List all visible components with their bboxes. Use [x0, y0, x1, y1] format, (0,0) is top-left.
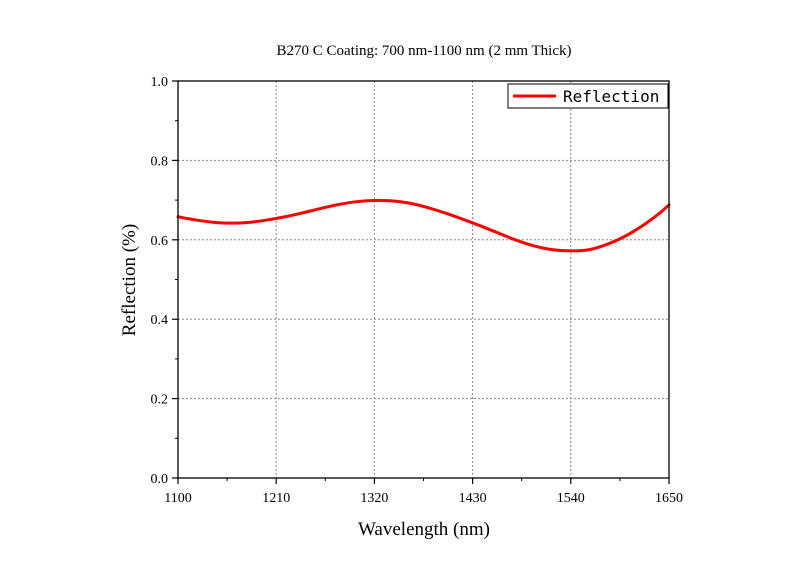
legend-label: Reflection — [563, 87, 659, 106]
legend: Reflection — [507, 83, 669, 109]
series-layer — [176, 198, 671, 253]
y-tick-label: 0.0 — [151, 472, 169, 487]
grid-lines — [178, 81, 669, 478]
x-tick-label: 1210 — [262, 491, 290, 506]
x-tick-label: 1430 — [459, 491, 487, 506]
x-axis-label: Wavelength (nm) — [358, 519, 490, 540]
series-line-reflection — [176, 198, 671, 253]
x-tick-label: 1320 — [360, 491, 388, 506]
plot-frame — [177, 80, 670, 479]
y-tick-label: 0.4 — [151, 313, 169, 328]
y-tick-label: 1.0 — [151, 75, 169, 90]
y-tick-label: 0.6 — [151, 234, 169, 249]
axis-ticks: 1100 1210 1320 1430 1540 1650 0.0 0.2 0.4 0.6 0.8 1… — [151, 75, 684, 506]
chart-title: B270 C Coating: 700 nm-1100 nm (2 mm Thi… — [277, 43, 572, 59]
x-tick-label: 1100 — [164, 491, 191, 506]
x-tick-label: 1650 — [655, 491, 683, 506]
y-tick-label: 0.2 — [151, 393, 169, 408]
y-tick-label: 0.8 — [151, 154, 169, 169]
x-tick-label: 1540 — [557, 491, 585, 506]
y-axis-label: Reflection (%) — [119, 224, 140, 336]
